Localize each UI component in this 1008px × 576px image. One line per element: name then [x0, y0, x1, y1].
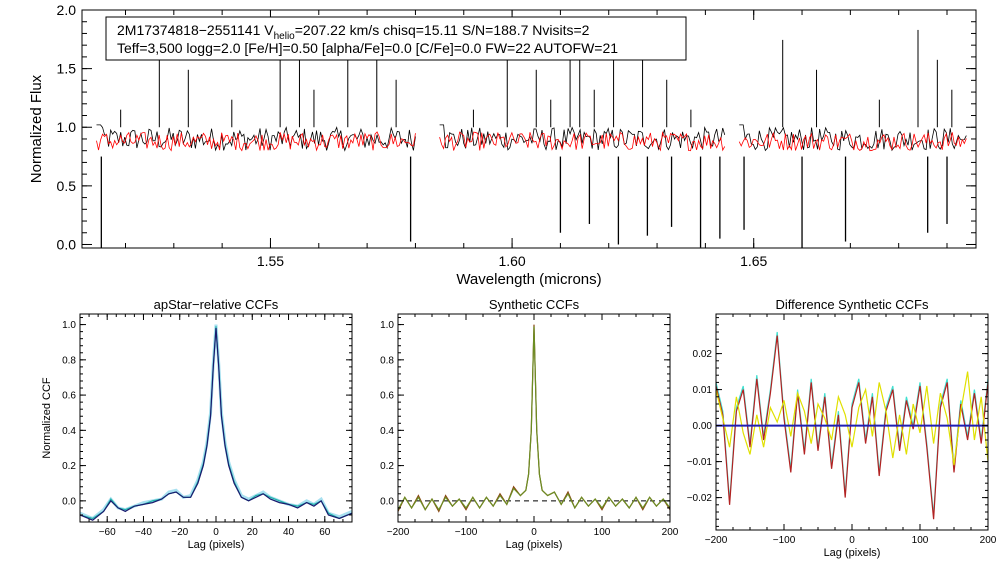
x-tick-label: 200	[662, 527, 679, 538]
y-tick-label: 1.0	[57, 119, 77, 135]
y-tick-label: 1.5	[57, 61, 77, 77]
y-tick-label: 0.00	[693, 421, 713, 432]
y-tick-label: 0.02	[693, 349, 713, 360]
x-tick-label: 0	[213, 527, 219, 538]
chart-title: Difference Synthetic CCFs	[776, 297, 929, 312]
series-ccf-light	[80, 324, 352, 521]
y-tick-label: 0.0	[62, 496, 76, 507]
y-tick-label: 0.8	[62, 355, 76, 366]
chart-ccf_synthetic: −200 −100 0 100 200 0.0 0.2 0.4 0.6 0.8 1.0 Synthet…	[380, 297, 679, 551]
x-tick-label: 1.65	[740, 253, 767, 269]
y-tick-label: 0.4	[62, 426, 76, 437]
y-axis-label: Normalized Flux	[28, 74, 45, 183]
series-diff-red	[716, 335, 988, 520]
annotation-box: 2M17374818−2551141 Vhelio=207.22 km/s ch…	[105, 16, 687, 61]
y-axis-label: Normalized CCF	[41, 377, 53, 459]
chart-spectrum: 1.55 1.60 1.65 0.0 0.5 1.0 1.5 2.0 Wavelength (m…	[28, 2, 977, 288]
plot-area-ccf_synthetic	[398, 324, 670, 513]
series-synthetic-ccf	[398, 324, 670, 513]
x-tick-label: −100	[455, 527, 478, 538]
series-observed-chip-1	[96, 124, 416, 152]
series-ccf-teal	[80, 326, 352, 520]
plot-area-ccf_apstar	[80, 324, 352, 521]
y-tick-label: 0.6	[62, 391, 76, 402]
y-tick-label: 0.5	[57, 178, 77, 194]
series-observed-chip-2	[439, 124, 726, 151]
annotation-line-2: Teff=3,500 logg=2.0 [Fe/H]=0.50 [alpha/F…	[117, 40, 618, 56]
series-diff-cyan	[716, 331, 988, 516]
y-tick-label: 0.6	[380, 391, 394, 402]
x-tick-label: 1.55	[257, 253, 284, 269]
series-model-chip-1	[96, 131, 416, 152]
x-tick-label: −40	[135, 527, 152, 538]
vhelio-subscript: helio	[274, 31, 296, 42]
x-tick-label: 200	[980, 535, 997, 546]
x-tick-label: −200	[705, 535, 728, 546]
series-model-chip-2	[439, 130, 726, 152]
x-tick-label: 100	[912, 535, 929, 546]
x-tick-label: 1.60	[498, 253, 525, 269]
axes-frame	[81, 9, 977, 249]
series-model-chip-3	[738, 131, 967, 152]
x-tick-label: 0	[849, 535, 855, 546]
y-tick-label: 0.2	[62, 461, 76, 472]
chart-ccf_apstar: −60 −40 −20 0 20 40 60 0.0 0.2 0.4 0.6 0.8 1.0 apStar…	[41, 297, 353, 551]
y-tick-label: 0.0	[57, 236, 77, 252]
fit-stats: =207.22 km/s chisq=15.11 S/N=188.7 Nvisi…	[295, 22, 590, 38]
plot-area-ccf_difference	[716, 331, 988, 520]
x-tick-label: 100	[594, 527, 611, 538]
x-axis-label: Lag (pixels)	[188, 539, 245, 551]
chart-ccf_difference: −200 −100 0 100 200 −0.02 −0.01 0.00 0.01 0.02 Dif…	[687, 297, 997, 559]
x-axis-label: Wavelength (microns)	[456, 271, 601, 288]
x-tick-label: −100	[773, 535, 796, 546]
chart-title: apStar−relative CCFs	[154, 297, 279, 312]
y-tick-label: −0.01	[687, 457, 713, 468]
y-tick-label: 2.0	[57, 2, 77, 18]
x-tick-label: 60	[319, 527, 331, 538]
annotation-frame	[105, 16, 687, 61]
y-tick-label: 0.8	[380, 355, 394, 366]
x-tick-label: 0	[531, 527, 537, 538]
series-diff-yellow	[716, 371, 988, 466]
x-axis-label: Lag (pixels)	[824, 547, 881, 559]
y-tick-label: 0.01	[693, 385, 713, 396]
x-tick-label: −60	[99, 527, 116, 538]
y-tick-label: −0.02	[687, 493, 713, 504]
series-synthetic-ccf-green	[398, 326, 670, 511]
y-tick-label: 1.0	[380, 320, 394, 331]
x-tick-label: 40	[283, 527, 295, 538]
annotation-line-1: 2M17374818−2551141 Vhelio=207.22 km/s ch…	[117, 22, 590, 42]
x-tick-label: −200	[387, 527, 410, 538]
series-ccf-dark	[80, 328, 352, 521]
y-tick-label: 0.2	[380, 461, 394, 472]
y-tick-label: 0.4	[380, 426, 394, 437]
x-axis-label: Lag (pixels)	[506, 539, 563, 551]
x-tick-label: 20	[247, 527, 259, 538]
chart-title: Synthetic CCFs	[489, 297, 580, 312]
x-tick-label: −20	[171, 527, 188, 538]
star-id: 2M17374818−2551141 V	[117, 22, 274, 38]
y-tick-label: 0.0	[380, 496, 394, 507]
y-tick-label: 1.0	[62, 320, 76, 331]
